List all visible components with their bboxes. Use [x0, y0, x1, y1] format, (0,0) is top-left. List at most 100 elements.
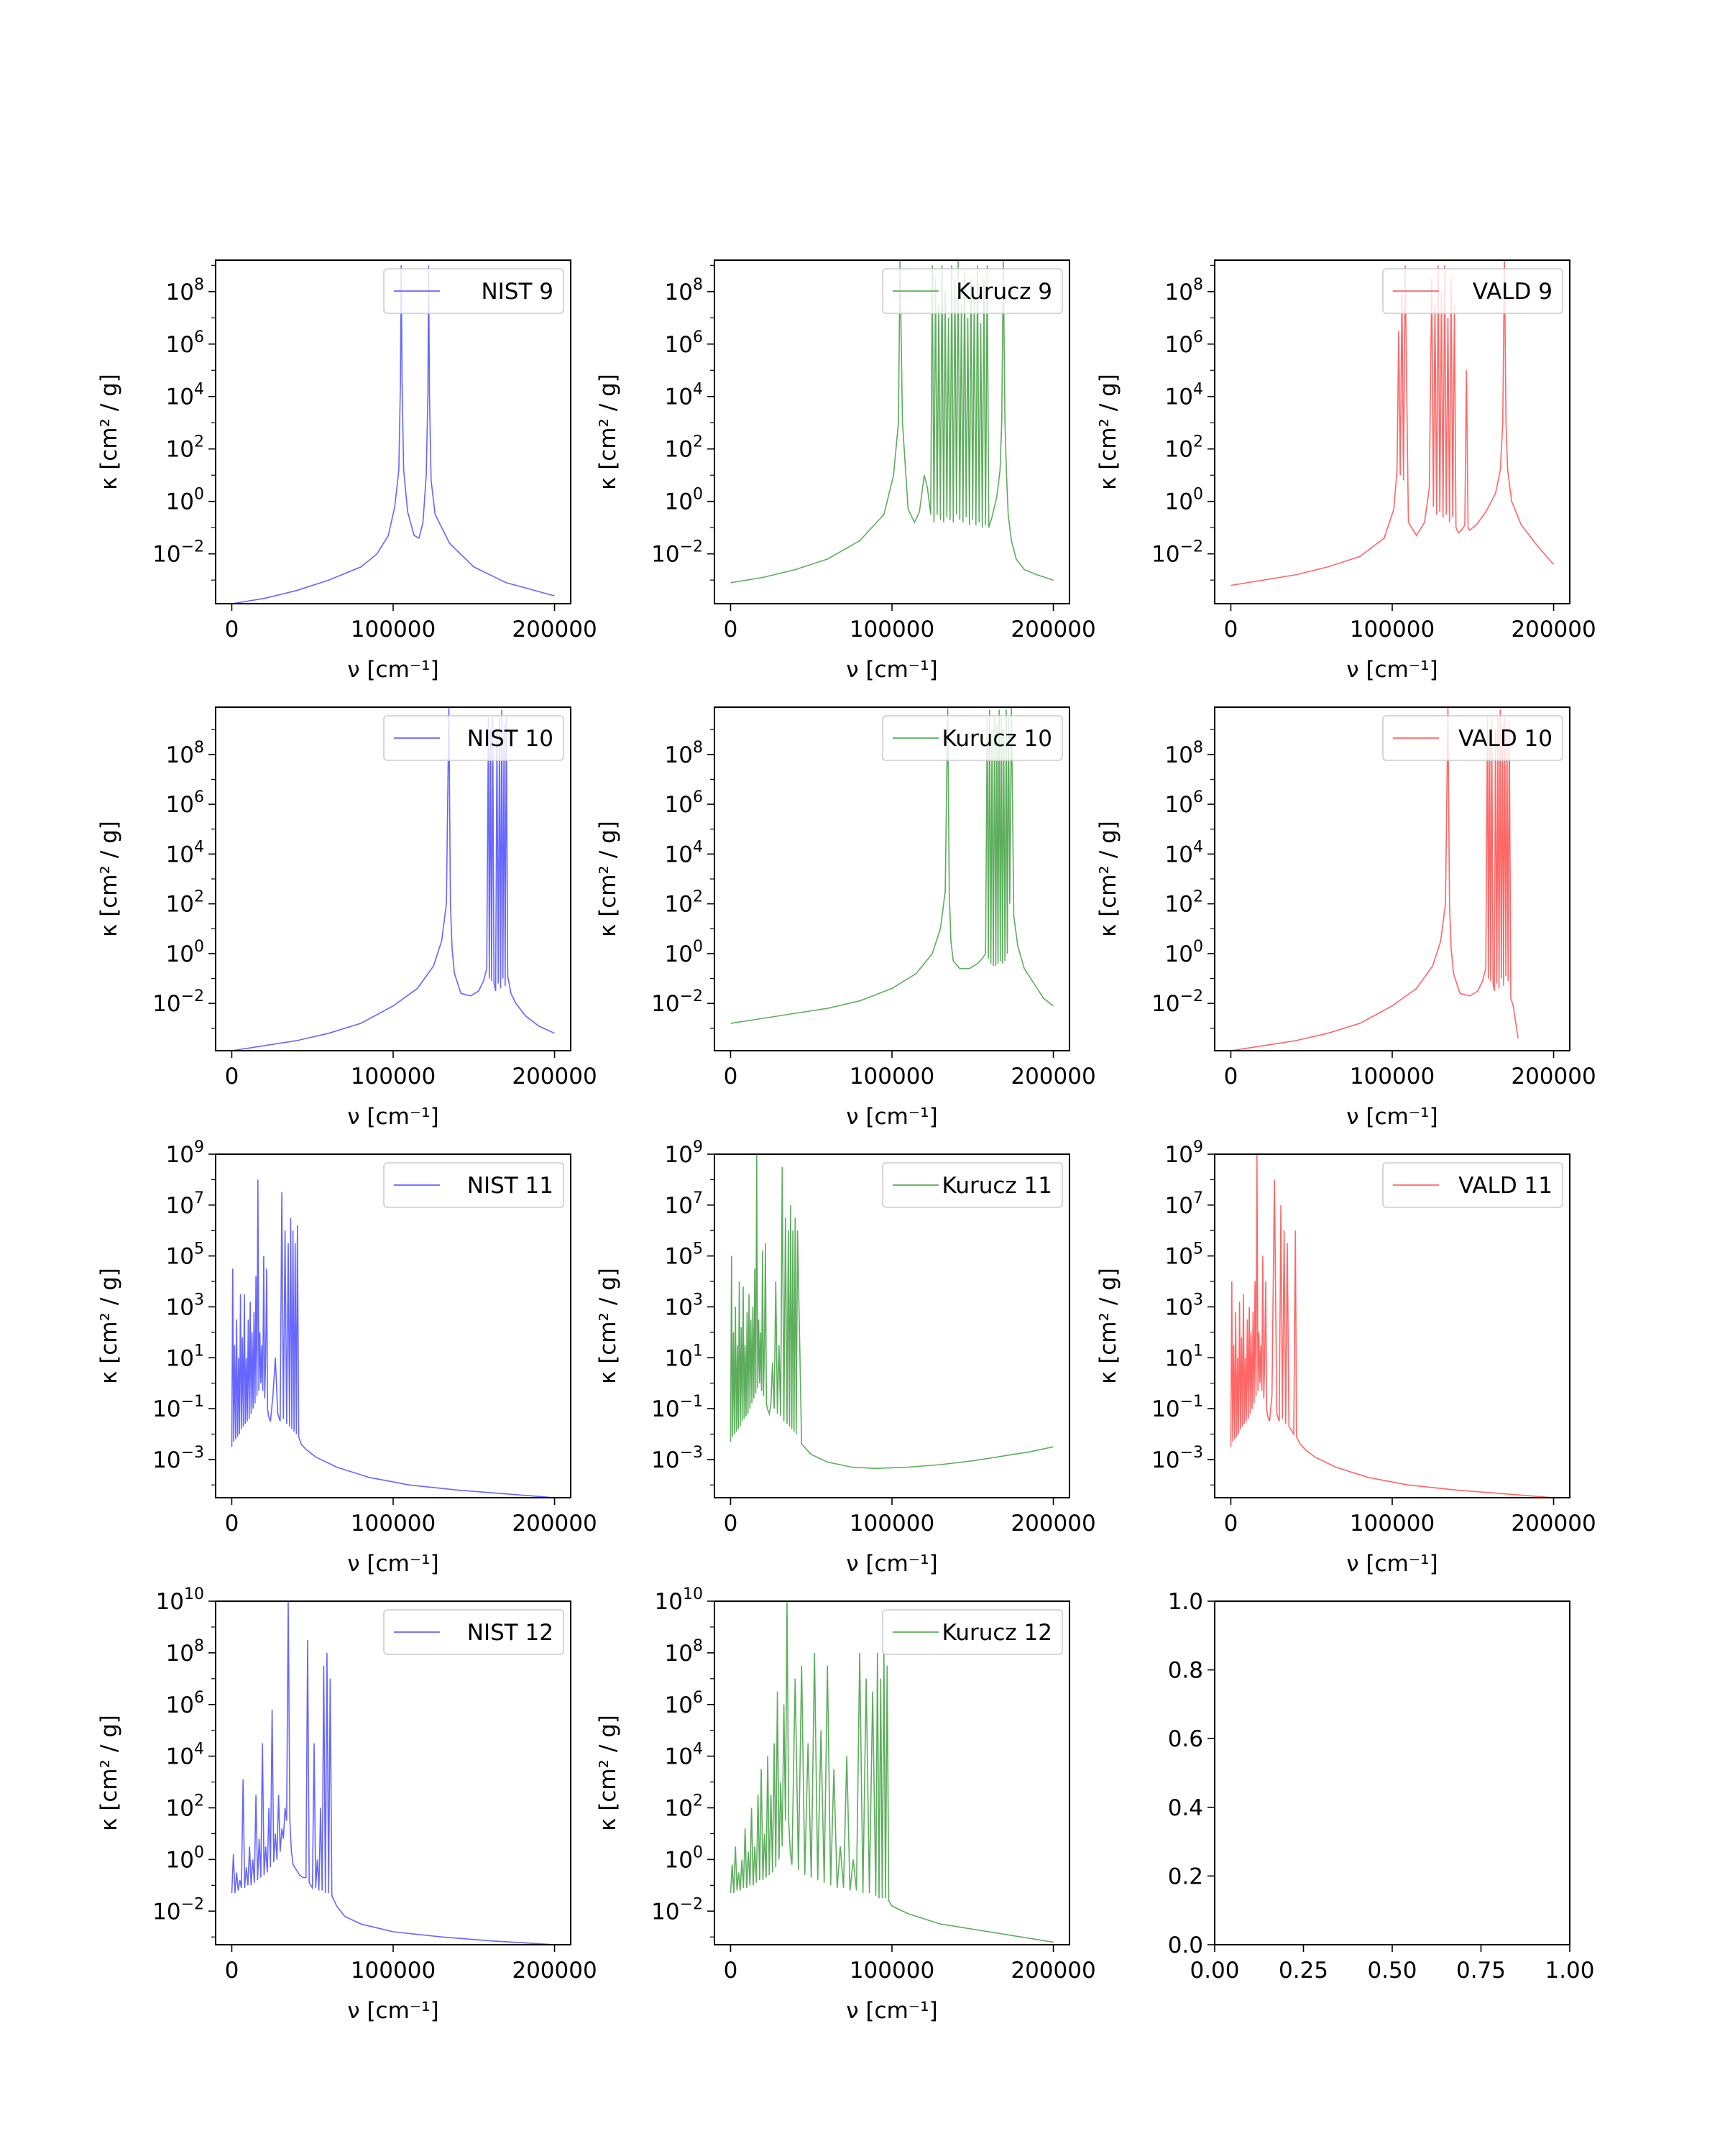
x-tick-label: 0 — [1224, 1064, 1238, 1089]
series-line-kurucz — [730, 1154, 1054, 1470]
axes-frame — [1214, 259, 1570, 604]
axes-frame — [714, 1600, 1070, 1945]
y-tick-label: 106 — [166, 788, 204, 818]
x-tick-label: 0.25 — [1279, 1958, 1328, 1984]
y-tick-label: 10−2 — [651, 1895, 703, 1925]
x-tick-label: 100000 — [351, 1958, 436, 1984]
legend: Kurucz 11 — [882, 1162, 1063, 1208]
y-tick-label: 105 — [665, 1240, 703, 1270]
series-line-kurucz — [730, 1601, 1054, 1943]
y-tick-label: 1010 — [655, 1585, 703, 1615]
legend: VALD 9 — [1382, 268, 1563, 314]
axes-frame — [714, 259, 1070, 604]
y-tick-label: 100 — [166, 938, 204, 967]
subplot-8: 0 100000 200000 10−3 10−1 101 103 105 107 109 ν [c… — [595, 1138, 1096, 1577]
x-tick-label: 200000 — [1011, 617, 1095, 642]
y-tick-label: 100 — [166, 486, 204, 515]
y-axis-label: κ [cm² / g] — [1095, 821, 1121, 937]
x-tick-label: 100000 — [351, 1064, 436, 1089]
x-tick-label: 100000 — [850, 1064, 934, 1089]
y-tick-label: 107 — [1165, 1189, 1203, 1219]
axes-frame — [215, 259, 571, 604]
y-tick-label: 0.0 — [1168, 1932, 1203, 1958]
y-tick-label: 102 — [166, 1792, 204, 1822]
y-tick-label: 102 — [1165, 888, 1203, 918]
legend: NIST 11 — [383, 1162, 564, 1208]
x-tick-label: 0.75 — [1456, 1958, 1506, 1984]
x-axis-label: ν [cm⁻¹] — [846, 1998, 937, 2024]
legend: Kurucz 10 — [882, 715, 1063, 761]
x-tick-label: 100000 — [1350, 617, 1435, 642]
axes-frame — [714, 706, 1070, 1051]
y-tick-label: 10−1 — [152, 1393, 204, 1422]
y-tick-label: 102 — [166, 888, 204, 918]
y-tick-label: 109 — [166, 1138, 204, 1168]
y-tick-label: 104 — [665, 381, 703, 410]
subplot-3: 0 100000 200000 10−2 100 102 104 106 108 ν [cm⁻¹]… — [1095, 259, 1596, 683]
y-axis-label: κ [cm² / g] — [1095, 1268, 1121, 1384]
x-tick-label: 200000 — [512, 1064, 597, 1089]
y-tick-label: 108 — [1165, 739, 1203, 768]
subplot-12: 0.00 0.25 0.50 0.75 1.00 0.0 0.2 0.4 0.6 0.8 1.0 — [1168, 1589, 1595, 1984]
y-tick-label: 108 — [166, 276, 204, 305]
y-tick-label: 106 — [166, 1689, 204, 1718]
y-tick-label: 104 — [166, 381, 204, 410]
y-axis-label: κ [cm² / g] — [96, 374, 122, 490]
legend-label: NIST 9 — [481, 279, 553, 305]
y-tick-label: 10−2 — [152, 1895, 204, 1925]
y-axis-label: κ [cm² / g] — [96, 1715, 122, 1831]
y-tick-label: 101 — [166, 1342, 204, 1371]
x-tick-label: 0.00 — [1190, 1958, 1239, 1984]
y-tick-label: 10−2 — [152, 987, 204, 1017]
x-tick-label: 0.50 — [1367, 1958, 1417, 1984]
legend-box — [383, 1609, 564, 1655]
y-tick-label: 1.0 — [1168, 1589, 1203, 1615]
y-tick-label: 104 — [166, 1741, 204, 1770]
series-line-nist — [231, 707, 555, 1051]
y-tick-label: 108 — [665, 276, 703, 305]
y-axis-label: κ [cm² / g] — [1095, 374, 1121, 490]
x-axis-label: ν [cm⁻¹] — [347, 657, 438, 683]
y-tick-label: 10−3 — [152, 1444, 204, 1473]
y-tick-label: 100 — [665, 1843, 703, 1873]
legend-box — [1382, 268, 1563, 314]
y-tick-label: 108 — [166, 739, 204, 768]
x-tick-label: 100000 — [351, 1511, 436, 1537]
legend-box — [882, 268, 1063, 314]
y-tick-label: 106 — [1165, 788, 1203, 818]
legend-box — [882, 715, 1063, 761]
x-tick-label: 200000 — [512, 1958, 597, 1984]
subplot-1: 0 100000 200000 10−2 100 102 104 106 108 ν [cm⁻¹]… — [96, 259, 597, 683]
y-tick-label: 104 — [665, 1741, 703, 1770]
y-tick-label: 103 — [1165, 1291, 1203, 1320]
legend-label: NIST 11 — [467, 1173, 553, 1199]
x-tick-label: 100000 — [850, 617, 934, 642]
x-axis-label: ν [cm⁻¹] — [1346, 1551, 1438, 1577]
y-axis-label: κ [cm² / g] — [595, 821, 621, 937]
y-tick-label: 106 — [665, 1689, 703, 1718]
legend-label: VALD 10 — [1458, 726, 1552, 752]
y-axis-label: κ [cm² / g] — [595, 374, 621, 490]
y-tick-label: 102 — [665, 433, 703, 463]
legend: NIST 10 — [383, 715, 564, 761]
y-tick-label: 108 — [665, 1637, 703, 1667]
legend-box — [882, 1162, 1063, 1208]
x-tick-label: 100000 — [1350, 1064, 1435, 1089]
y-tick-label: 105 — [1165, 1240, 1203, 1270]
x-tick-label: 1.00 — [1545, 1958, 1594, 1984]
series-line-vald — [1230, 1154, 1554, 1498]
y-tick-label: 102 — [665, 1792, 703, 1822]
y-tick-label: 106 — [665, 328, 703, 358]
x-tick-label: 0 — [724, 617, 738, 642]
y-axis-label: κ [cm² / g] — [595, 1268, 621, 1384]
axes-frame — [215, 706, 571, 1051]
x-tick-label: 0 — [724, 1958, 738, 1984]
y-tick-label: 100 — [665, 938, 703, 967]
legend-box — [383, 1162, 564, 1208]
x-tick-label: 200000 — [1511, 1064, 1596, 1089]
y-tick-label: 10−3 — [651, 1444, 703, 1473]
legend: VALD 11 — [1382, 1162, 1563, 1208]
y-tick-label: 105 — [166, 1240, 204, 1270]
y-tick-label: 102 — [1165, 433, 1203, 463]
